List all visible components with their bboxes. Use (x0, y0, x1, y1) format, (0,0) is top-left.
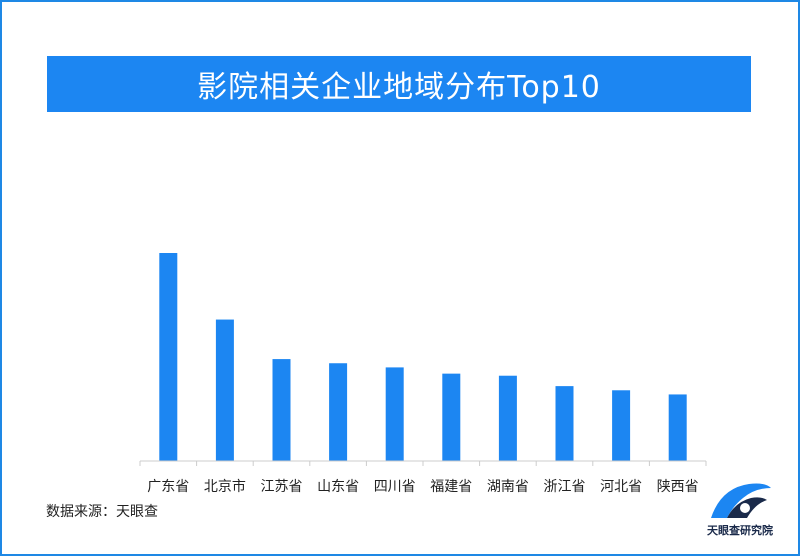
bar-6 (442, 373, 461, 461)
bar-2 (215, 319, 234, 461)
bar-8 (555, 386, 574, 461)
tianyancha-logo-icon (711, 483, 771, 518)
bar-10 (668, 394, 687, 461)
x-axis-labels: 广东省 北京市 江苏省 山东省 四川省 福建省 湖南省 浙江省 河北省 陕西省 (147, 478, 698, 495)
chart-title: 影院相关企业地域分布Top10 (197, 70, 601, 105)
x-tick-label: 广东省 (147, 479, 189, 495)
bar-4 (329, 363, 348, 461)
tianyancha-logo: 天眼查研究院 (697, 478, 783, 540)
title-banner: 影院相关企业地域分布Top10 (47, 56, 751, 112)
bars-group (159, 253, 687, 461)
bar-5 (385, 367, 404, 461)
x-tick-label: 山东省 (317, 479, 359, 495)
x-tick-label: 浙江省 (544, 479, 586, 495)
x-tick-label: 湖南省 (487, 479, 529, 495)
x-tick-label: 北京市 (204, 478, 246, 495)
bar-7 (498, 375, 517, 461)
x-tick-label: 河北省 (600, 479, 642, 495)
x-tick-label: 福建省 (430, 479, 472, 495)
x-tick-label: 江苏省 (261, 479, 303, 495)
logo-text: 天眼查研究院 (707, 524, 773, 537)
bar-3 (272, 359, 291, 461)
x-tick-label: 陕西省 (657, 479, 699, 495)
x-tick-label: 四川省 (374, 479, 416, 495)
data-source-note: 数据来源：天眼查 (46, 504, 158, 520)
bar-9 (612, 390, 631, 461)
x-axis-ticks (139, 461, 707, 466)
bar-1 (159, 253, 178, 461)
